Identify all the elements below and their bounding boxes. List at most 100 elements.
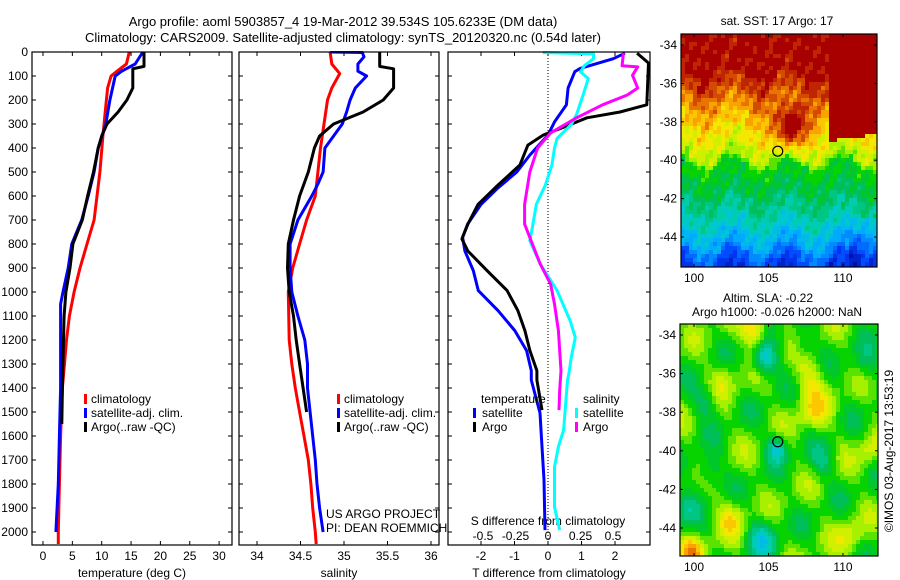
sst-cell	[793, 82, 798, 87]
sst-cell	[777, 142, 782, 147]
sla-cell	[800, 388, 805, 393]
sst-cell	[809, 214, 814, 219]
sst-cell	[737, 166, 742, 171]
sst-cell	[833, 166, 838, 171]
sst-cell	[769, 134, 774, 139]
sst-cell	[805, 142, 810, 147]
sst-cell	[781, 158, 786, 163]
sst-cell	[849, 210, 854, 215]
legend-swatch-temp-satellite	[473, 408, 476, 418]
sla-cell	[872, 356, 877, 361]
sst-cell	[817, 62, 822, 67]
sla-cell	[800, 400, 805, 405]
sst-cell	[809, 154, 814, 159]
sla-cell	[728, 408, 733, 413]
sla-cell	[720, 388, 725, 393]
sst-cell	[853, 146, 858, 151]
sst-cell	[733, 94, 738, 99]
sst-cell	[745, 154, 750, 159]
sst-cell	[829, 78, 834, 83]
sst-cell	[721, 74, 726, 79]
sst-cell	[733, 238, 738, 243]
sla-cell	[700, 440, 705, 445]
sla-cell	[780, 400, 785, 405]
sst-cell	[769, 46, 774, 51]
sla-cell	[812, 428, 817, 433]
sla-cell	[856, 356, 861, 361]
sst-cell	[809, 222, 814, 227]
sla-cell	[852, 440, 857, 445]
sla-cell	[692, 380, 697, 385]
sst-cell	[781, 198, 786, 203]
sla-cell	[740, 364, 745, 369]
sst-cell	[793, 86, 798, 91]
sst-cell	[701, 126, 706, 131]
sst-cell	[685, 190, 690, 195]
sst-cell	[769, 254, 774, 259]
sla-cell	[820, 328, 825, 333]
sst-cell	[833, 126, 838, 131]
sst-cell	[709, 170, 714, 175]
sst-cell	[713, 242, 718, 247]
sst-cell	[873, 230, 878, 235]
sst-cell	[801, 194, 806, 199]
sst-cell	[793, 246, 798, 251]
sla-cell	[812, 440, 817, 445]
sst-cell	[833, 238, 838, 243]
sst-cell	[701, 110, 706, 115]
sla-cell	[744, 424, 749, 429]
sla-cell	[836, 328, 841, 333]
sst-cell	[781, 70, 786, 75]
sst-cell	[825, 158, 830, 163]
sla-cell	[792, 452, 797, 457]
sst-cell	[801, 178, 806, 183]
sst-cell	[769, 58, 774, 63]
sst-cell	[757, 206, 762, 211]
sla-cell	[804, 384, 809, 389]
sst-cell	[709, 186, 714, 191]
sst-cell	[773, 178, 778, 183]
sla-cell	[824, 340, 829, 345]
sla-cell	[768, 428, 773, 433]
sst-cell	[805, 210, 810, 215]
sla-cell	[696, 420, 701, 425]
sst-cell	[777, 86, 782, 91]
sla-cell	[764, 392, 769, 397]
sla-cell	[864, 412, 869, 417]
sla-cell	[792, 396, 797, 401]
sla-cell	[764, 352, 769, 357]
sst-cell	[845, 122, 850, 127]
sst-cell	[761, 250, 766, 255]
sst-cell	[857, 162, 862, 167]
sla-cell	[764, 400, 769, 405]
sla-cell	[808, 396, 813, 401]
sst-cell	[721, 226, 726, 231]
sst-cell	[741, 130, 746, 135]
sla-cell	[800, 444, 805, 449]
sla-cell	[836, 380, 841, 385]
sla-cell	[836, 396, 841, 401]
sst-cell	[721, 150, 726, 155]
sst-cell	[777, 46, 782, 51]
sla-cell	[872, 416, 877, 421]
sst-cell	[709, 38, 714, 43]
sla-cell	[680, 432, 685, 437]
sst-cell	[801, 106, 806, 111]
sla-cell	[752, 348, 757, 353]
sst-cell	[809, 166, 814, 171]
sst-cell	[725, 130, 730, 135]
sla-cell	[772, 432, 777, 437]
sst-cell	[869, 162, 874, 167]
sst-cell	[689, 74, 694, 79]
sla-cell	[680, 372, 685, 377]
sst-cell	[741, 174, 746, 179]
sst-cell	[785, 190, 790, 195]
sla-cell	[840, 348, 845, 353]
sla-cell	[780, 352, 785, 357]
sla-cell	[820, 336, 825, 341]
sla-cell	[808, 372, 813, 377]
sst-cell	[761, 134, 766, 139]
sla-cell	[728, 344, 733, 349]
sla-cell	[776, 388, 781, 393]
sla-cell	[768, 448, 773, 453]
